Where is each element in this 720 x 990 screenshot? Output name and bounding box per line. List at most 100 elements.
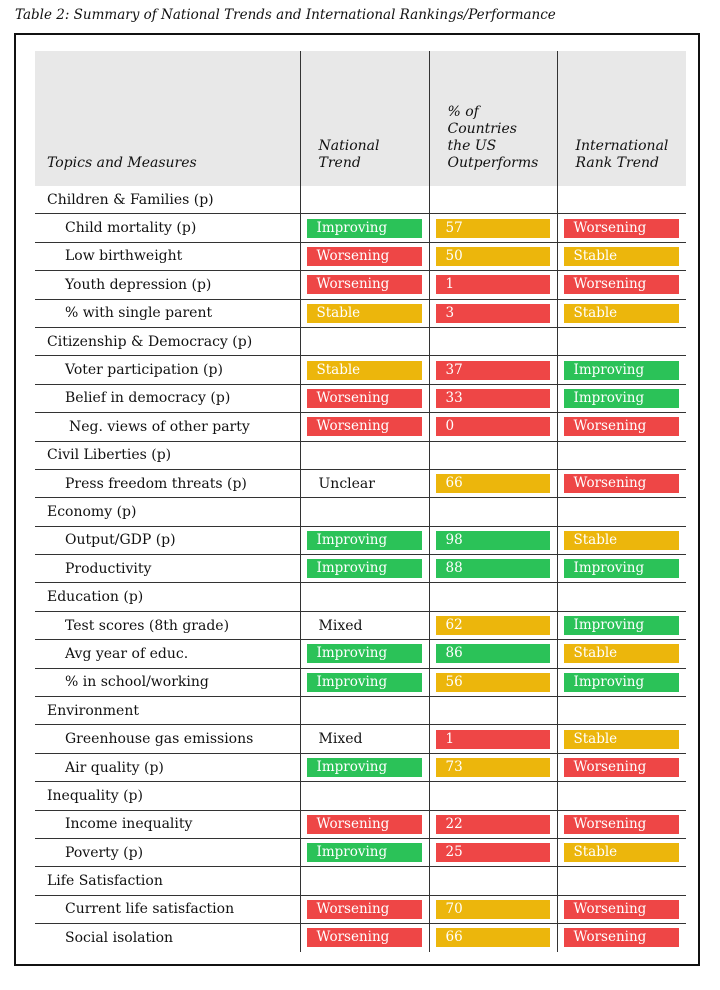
national-trend-value: Improving [306,758,422,777]
national-trend-cell: Improving [299,639,429,669]
header-intl-rank-trend-text: International Rank Trend [575,138,669,171]
pct-outperforms-value: 50 [435,246,550,266]
pct-outperforms-cell [428,582,557,612]
national-trend-value: Worsening [306,388,422,408]
pct-outperforms-cell: 33 [428,384,557,414]
measure-label: Voter participation (p) [35,355,300,385]
intl-rank-trend-value: Worsening [563,474,679,494]
topic-label: Environment [35,696,300,726]
measure-row: Low birthweight Worsening 50 Stable [35,242,686,272]
topic-row: Citizenship & Democracy (p) [35,327,686,357]
measure-label: Poverty (p) [35,838,300,868]
intl-rank-trend-value: Worsening [563,758,679,777]
intl-rank-trend-value: Worsening [563,218,679,238]
national-trend-cell: Improving [299,526,429,556]
measure-label: Greenhouse gas emissions [35,724,300,754]
national-trend-value: Improving [306,672,422,692]
pct-outperforms-value: 56 [435,672,550,692]
national-trend-cell: Stable [299,355,429,385]
national-trend-cell: Worsening [299,242,429,272]
intl-rank-trend-cell: Improving [556,668,686,698]
national-trend-cell: Worsening [299,923,429,952]
pct-outperforms-value: 66 [435,474,550,494]
intl-rank-trend-cell [556,582,686,612]
measure-row: Income inequality Worsening 22 Worsening [35,810,686,839]
pct-outperforms-value: 57 [435,218,550,238]
pct-outperforms-value: 70 [435,899,550,919]
national-trend-value: Stable [306,303,422,323]
pct-outperforms-cell: 62 [428,611,557,641]
pct-outperforms-value: 73 [435,758,550,777]
intl-rank-trend-value: Improving [563,360,679,380]
intl-rank-trend-cell [556,696,686,726]
intl-rank-trend-cell: Worsening [556,895,686,925]
intl-rank-trend-cell [556,186,686,215]
national-trend-cell: Worsening [299,384,429,414]
pct-outperforms-cell: 37 [428,355,557,385]
national-trend-cell [299,441,429,470]
header-intl-rank-trend: International Rank Trend [556,51,686,186]
pct-outperforms-value: 1 [435,275,550,295]
pct-outperforms-cell: 50 [428,242,557,272]
national-trend-cell [299,497,429,527]
measure-row: Greenhouse gas emissions Mixed 1 Stable [35,724,686,754]
national-trend-cell: Worsening [299,895,429,925]
intl-rank-trend-cell [556,327,686,357]
pct-outperforms-cell: 66 [428,469,557,499]
intl-rank-trend-cell: Stable [556,639,686,669]
pct-outperforms-cell [428,186,557,215]
intl-rank-trend-cell: Worsening [556,810,686,839]
topic-row: Inequality (p) [35,781,686,811]
pct-outperforms-cell [428,441,557,470]
intl-rank-trend-value: Stable [563,729,679,749]
pct-outperforms-cell: 3 [428,299,557,328]
national-trend-value: Improving [306,644,422,664]
intl-rank-trend-cell [556,781,686,811]
pct-outperforms-cell [428,696,557,726]
summary-table: Topics and Measures National Trend % of … [35,51,686,952]
intl-rank-trend-value: Stable [563,246,679,266]
national-trend-value: Improving [306,530,422,550]
topic-label: Life Satisfaction [35,866,300,896]
measure-row: % with single parent Stable 3 Stable [35,299,686,328]
intl-rank-trend-value: Improving [563,559,679,579]
intl-rank-trend-cell: Worsening [556,412,686,442]
intl-rank-trend-value: Worsening [563,928,679,948]
pct-outperforms-cell: 70 [428,895,557,925]
topic-row: Children & Families (p) [35,186,686,215]
national-trend-cell: Improving [299,753,429,783]
national-trend-value: Mixed [318,731,363,748]
measure-label: % in school/working [35,668,300,698]
measure-label: Belief in democracy (p) [35,384,300,414]
intl-rank-trend-cell: Worsening [556,469,686,499]
national-trend-value: Mixed [318,617,363,634]
pct-outperforms-cell: 22 [428,810,557,839]
pct-outperforms-cell: 56 [428,668,557,698]
intl-rank-trend-value: Stable [563,530,679,550]
measure-row: % in school/working Improving 56 Improving [35,668,686,698]
intl-rank-trend-value: Stable [563,843,679,863]
intl-rank-trend-value: Stable [563,644,679,664]
pct-outperforms-value: 0 [435,417,550,437]
measure-row: Voter participation (p) Stable 37 Improving [35,355,686,385]
intl-rank-trend-cell: Stable [556,299,686,328]
header-pct-outperforms-text: % of Countries the US Outperforms [447,104,539,171]
national-trend-cell [299,781,429,811]
national-trend-value: Worsening [306,814,422,834]
pct-outperforms-cell: 57 [428,213,557,243]
national-trend-cell: Improving [299,838,429,868]
intl-rank-trend-cell [556,866,686,896]
measure-label: Social isolation [65,929,174,946]
measure-label: Air quality (p) [35,753,300,783]
intl-rank-trend-value: Worsening [563,814,679,834]
topic-row: Civil Liberties (p) [35,441,686,470]
header-topics: Topics and Measures [35,51,300,186]
topic-label: Children & Families (p) [35,186,300,215]
pct-outperforms-value: 22 [435,814,550,834]
header-pct-outperforms: % of Countries the US Outperforms [428,51,557,186]
pct-outperforms-cell [428,781,557,811]
national-trend-value: Improving [306,843,422,863]
national-trend-cell: Mixed [299,724,429,754]
measure-label: Test scores (8th grade) [35,611,300,641]
measure-label: % with single parent [35,299,300,328]
